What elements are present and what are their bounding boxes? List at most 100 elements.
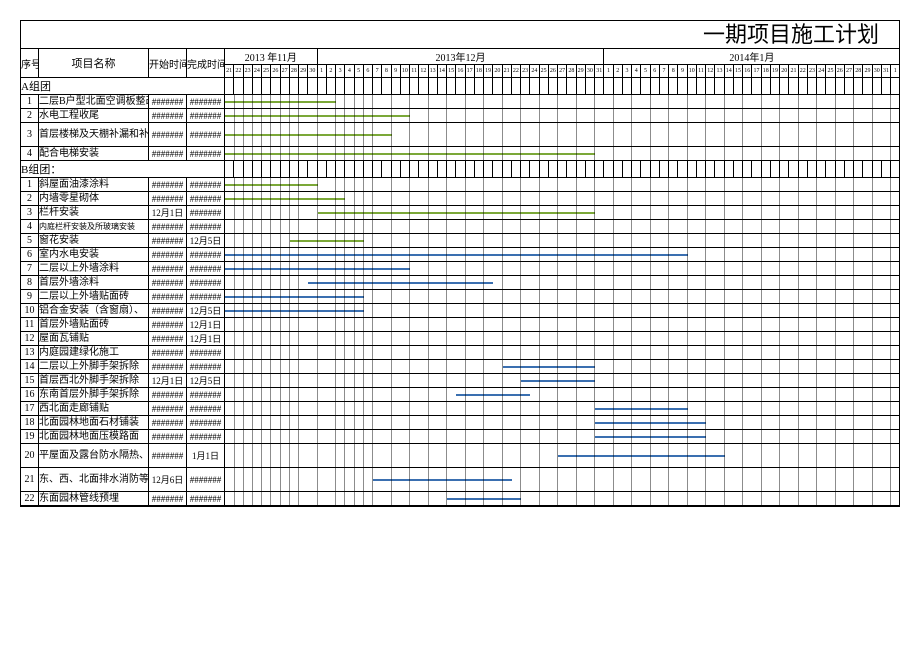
day-header-59: 19 [770, 65, 779, 78]
timeline-cell [225, 430, 900, 444]
day-header-49: 9 [678, 65, 687, 78]
grid-overlay [225, 178, 899, 191]
cell [474, 161, 483, 178]
row-name: 东、西、北面排水消防等管线预埋 [39, 468, 149, 492]
day-header-13: 4 [345, 65, 354, 78]
cell [234, 161, 243, 178]
cell [835, 78, 844, 95]
grid-overlay [225, 402, 899, 415]
cell [687, 161, 696, 178]
cell [789, 78, 798, 95]
row-name: 平屋面及露台防水隔热、保护层 [39, 444, 149, 468]
cell [299, 78, 308, 95]
day-header-51: 11 [696, 65, 705, 78]
day-header-11: 2 [326, 65, 335, 78]
row-name: 铝合金安装（含窗扇）、 [39, 304, 149, 318]
gantt-bar [558, 455, 725, 457]
cell [715, 78, 724, 95]
row-name: 二层以上外脚手架拆除 [39, 360, 149, 374]
row-name: 内庭园建绿化施工 [39, 346, 149, 360]
cell [595, 161, 604, 178]
cell [632, 161, 641, 178]
cell [752, 78, 761, 95]
row-start: ####### [149, 147, 187, 161]
row-seq: 6 [21, 248, 39, 262]
grid-overlay [225, 346, 899, 359]
day-header-12: 3 [336, 65, 345, 78]
cell [548, 78, 557, 95]
cell [271, 161, 280, 178]
row-end: 1月1日 [187, 444, 225, 468]
cell [622, 161, 631, 178]
chart-title: 一期项目施工计划 [703, 21, 879, 49]
day-header-47: 7 [659, 65, 668, 78]
cell [410, 161, 419, 178]
cell [511, 161, 520, 178]
day-header-17: 8 [382, 65, 391, 78]
day-header-61: 21 [789, 65, 798, 78]
day-header-42: 2 [613, 65, 622, 78]
day-header-54: 14 [724, 65, 733, 78]
cell [585, 161, 594, 178]
row-start: 12月6日 [149, 468, 187, 492]
cell [733, 161, 742, 178]
cell [826, 161, 835, 178]
day-header-29: 20 [493, 65, 502, 78]
cell [354, 161, 363, 178]
grid-overlay [225, 430, 899, 443]
row-name: 西北面走廊铺贴 [39, 402, 149, 416]
gantt-bar [595, 422, 706, 424]
title-row: 一期项目施工计划 [20, 20, 899, 48]
gantt-bar [318, 212, 596, 214]
row-name: 屋面瓦铺贴 [39, 332, 149, 346]
cell [493, 161, 502, 178]
cell [678, 161, 687, 178]
row-seq: 18 [21, 416, 39, 430]
day-header-2: 23 [243, 65, 252, 78]
cell [696, 161, 705, 178]
row-start: ####### [149, 332, 187, 346]
day-header-64: 24 [817, 65, 826, 78]
timeline-cell [225, 123, 900, 147]
day-header-14: 5 [354, 65, 363, 78]
cell [770, 78, 779, 95]
cell [863, 161, 872, 178]
gantt-bar [225, 310, 364, 312]
cell [262, 161, 271, 178]
cell [326, 161, 335, 178]
row-end: ####### [187, 388, 225, 402]
cell [502, 78, 511, 95]
timeline-cell [225, 318, 900, 332]
row-seq: 19 [21, 430, 39, 444]
cell [807, 78, 816, 95]
day-header-9: 30 [308, 65, 317, 78]
timeline-cell [225, 276, 900, 290]
cell [678, 78, 687, 95]
cell [872, 78, 881, 95]
day-header-60: 20 [780, 65, 789, 78]
cell [336, 78, 345, 95]
cell [669, 161, 678, 178]
row-name: 二层以上外墙涂料 [39, 262, 149, 276]
day-header-16: 7 [373, 65, 382, 78]
day-header-8: 29 [299, 65, 308, 78]
hdr-name: 项目名称 [39, 49, 149, 78]
cell [650, 78, 659, 95]
cell [289, 78, 298, 95]
day-header-20: 11 [410, 65, 419, 78]
cell [317, 78, 326, 95]
cell [780, 78, 789, 95]
day-header-69: 29 [863, 65, 872, 78]
cell [299, 161, 308, 178]
day-header-18: 9 [391, 65, 400, 78]
cell [225, 161, 234, 178]
cell [262, 78, 271, 95]
cell [530, 161, 539, 178]
timeline-cell [225, 290, 900, 304]
row-start: ####### [149, 402, 187, 416]
day-header-39: 30 [585, 65, 594, 78]
row-name: 北面园林地面石材铺装 [39, 416, 149, 430]
day-header-62: 22 [798, 65, 807, 78]
day-header-21: 12 [419, 65, 428, 78]
cell [891, 161, 900, 178]
